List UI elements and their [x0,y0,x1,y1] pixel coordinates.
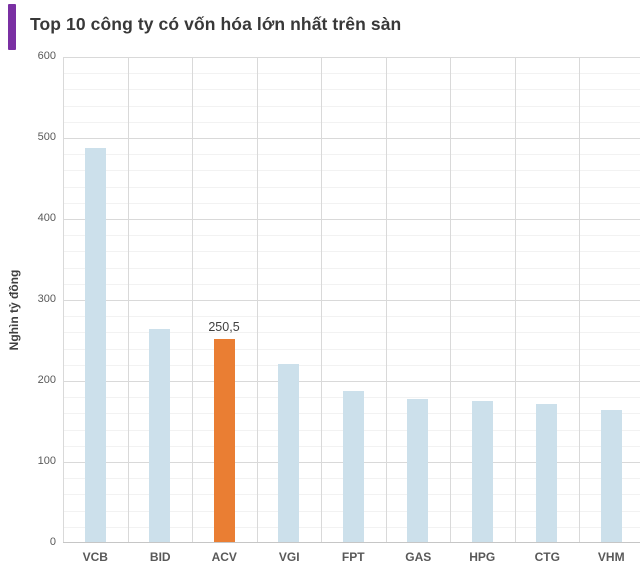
bar-vcb [85,148,106,542]
gridline-vertical [257,57,258,543]
gridline-major [63,381,640,382]
gridline-minor [63,283,640,285]
bar-gas [407,399,428,542]
y-tick-label: 500 [37,131,56,143]
gridline-minor [63,105,640,107]
gridline-vertical [386,57,387,543]
category-label-vgi: VGI [278,550,300,564]
gridline-vertical [515,57,516,543]
gridline-major [63,219,640,220]
chart-title: Top 10 công ty có vốn hóa lớn nhất trên … [30,14,402,34]
gridline-minor [63,348,640,350]
title-accent-bar [8,4,16,50]
gridline-major [63,57,640,58]
category-label-vhm: VHM [597,550,625,564]
bar-fpt [343,391,364,542]
bar-vgi [278,364,299,542]
y-tick-label: 100 [37,455,56,467]
y-tick-label: 0 [49,536,56,548]
category-label-acv: ACV [211,550,237,564]
y-tick-label: 300 [37,293,56,305]
gridline-vertical [192,57,193,543]
category-label-hpg: HPG [469,550,496,564]
category-label-gas: GAS [405,550,432,564]
gridline-minor [63,235,640,237]
gridline-minor [63,364,640,366]
gridline-vertical [579,57,580,543]
y-tick-label: 200 [37,374,56,386]
x-axis-line [63,542,640,543]
gridline-minor [63,332,640,334]
gridline-vertical [63,57,64,543]
bar-acv [214,339,235,542]
gridline-minor [63,186,640,188]
gridline-minor [63,73,640,75]
gridline-minor [63,170,640,172]
gridline-minor [63,202,640,204]
gridline-vertical [450,57,451,543]
gridline-minor [63,154,640,156]
y-axis-title: Nghìn tỷ đồng [7,269,21,351]
gridline-minor [63,267,640,269]
category-label-fpt: FPT [341,550,365,564]
category-label-bid: BID [149,550,171,564]
bar-value-label: 250,5 [208,320,240,334]
gridline-vertical [321,57,322,543]
gridline-minor [63,251,640,253]
bar-hpg [472,401,493,542]
plot-area: 250,5 [63,57,640,543]
gridline-minor [63,316,640,318]
category-label-vcb: VCB [82,550,108,564]
category-label-ctg: CTG [534,550,560,564]
bar-bid [149,329,170,542]
gridline-major [63,138,640,139]
y-tick-label: 600 [37,50,56,62]
gridline-minor [63,89,640,91]
gridline-vertical [128,57,129,543]
y-tick-label: 400 [37,212,56,224]
bar-ctg [536,404,557,542]
gridline-major [63,300,640,301]
gridline-minor [63,121,640,123]
bar-vhm [601,410,622,542]
